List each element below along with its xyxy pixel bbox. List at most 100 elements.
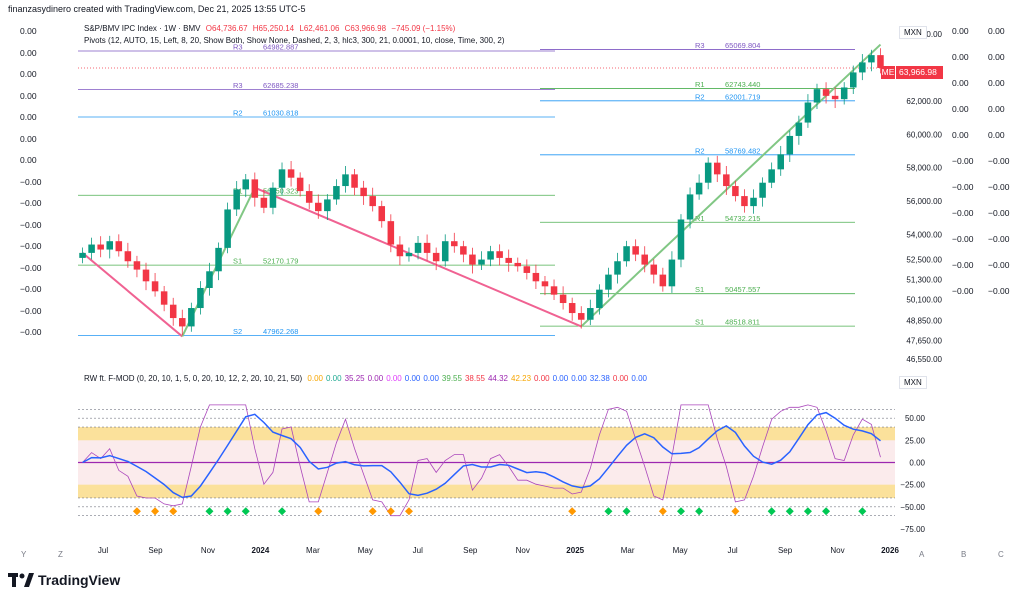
corner-label-a[interactable]: A [919,550,925,559]
currency-label-top[interactable]: MXN [899,26,927,39]
candle-body [396,244,404,257]
pivot-value: 54732.215 [725,214,760,223]
corner-label-z[interactable]: Z [58,550,63,559]
candle-body [333,186,340,200]
osc-signal-diamond [278,507,287,516]
pivot-label: S1 [695,285,704,294]
osc-signal-diamond [241,507,250,516]
osc-axis-tick-label: −75.00 [900,525,925,534]
candle-body [269,187,277,208]
price-chart[interactable]: R3 65069.804 R3 64982.887 R1 62743.440 R3 62685… [0,14,1024,562]
pivot-value: 62001.719 [725,92,760,101]
time-axis-tick-label: Sep [778,546,793,555]
candle-body [215,247,222,272]
candle-body [877,55,884,68]
osc-signal-diamond [822,507,831,516]
osc-signal-diamond [858,507,867,516]
pivots-indicator-label[interactable]: Pivots (12, AUTO, 15, Left, 8, 20, Show … [84,36,505,45]
oscillator-value: 39.55 [441,374,462,383]
tradingview-icon [8,573,34,587]
right-value-column-b: 0.00 0.00 0.00 0.00 0.00 −0.00 −0.00 −0.00 −0.00… [988,26,1010,312]
candle-body [677,219,685,260]
value-column-entry: 0.00 [20,90,37,101]
candle-body [840,87,848,100]
candle-body [278,169,286,188]
osc-signal-diamond [151,507,160,516]
osc-signal-diamond [676,507,685,516]
time-axis-tick-label: May [358,546,373,555]
currency-label-bottom[interactable]: MXN [899,376,927,389]
price-axis-tick-label: 46,550.00 [906,355,942,364]
oscillator-value: 0.00 [631,374,647,383]
candle-body [142,269,150,282]
candle-body [197,287,204,309]
osc-signal-diamond [169,507,178,516]
osc-axis-tick-label: 50.00 [905,414,926,423]
oscillator-value: 0.00 [367,374,384,383]
value-column-entry: 0.00 [952,52,969,62]
candle-body [559,294,567,304]
pivot-value: 62685.238 [263,81,298,90]
osc-signal-diamond [604,507,613,516]
symbol-name[interactable]: S&P/BMV IPC Index · 1W · BMV [84,24,201,33]
oscillator-value: 0.00 [534,374,550,383]
candle-body [260,197,268,208]
oscillator-value: 0.00 [571,374,587,383]
candle-body [351,174,358,188]
candle-body [151,281,159,292]
candle-body [505,257,512,263]
chart-attribution: finanzasydinero created with TradingView… [8,4,306,14]
candle-body [641,254,648,265]
candle-body [251,179,259,198]
value-column-entry: 0.00 [952,130,969,140]
candle-body [713,162,721,175]
oscillator-value: 0.00 [552,374,569,383]
time-axis-tick-label: Sep [463,546,478,555]
osc-signal-diamond [695,507,704,516]
value-column-entry: 0.00 [988,26,1005,36]
tradingview-logo[interactable]: TradingView [8,572,120,588]
candle-body [605,274,612,290]
value-column-entry: −0.00 [20,305,42,316]
corner-label-c[interactable]: C [998,550,1004,559]
open-value: O64,736.67 [205,24,248,33]
value-column-entry: −0.00 [952,156,974,166]
candle-body [469,254,476,265]
value-column-entry: 0.00 [952,26,969,36]
pivot-value: 48518.811 [725,318,760,327]
candle-body [859,62,866,73]
pivot-label: R3 [233,81,243,90]
corner-label-y[interactable]: Y [21,550,27,559]
value-column-entry: 0.00 [952,78,969,88]
value-column-entry: −0.00 [988,286,1010,296]
pivot-label: R3 [695,41,705,50]
candle-body [822,89,830,96]
candle-body [460,246,467,255]
candle-body [849,72,857,88]
pivot-label: S1 [695,318,704,327]
corner-label-b[interactable]: B [961,550,967,559]
price-axis-tick-label: 52,500.00 [906,256,942,265]
value-column-entry: −0.00 [988,208,1010,218]
candle-body [369,196,376,207]
candle-body [88,244,95,253]
candle-body [106,241,114,250]
pivot-value: 64982.887 [263,42,298,51]
pivot-value: 50457.557 [725,285,760,294]
zigzag-line [81,252,183,338]
osc-lower-band [78,484,895,498]
osc-signal-diamond [568,507,577,516]
pivot-value: 56350.323 [263,187,298,196]
oscillator-value: 44.32 [487,374,509,383]
oscillator-name[interactable]: RW ft. F-MOD (0, 20, 10, 1, 5, 0, 20, 10… [84,374,303,383]
osc-signal-diamond [404,507,413,516]
value-column-entry: −0.00 [20,176,42,187]
pivot-value: 52170.179 [263,257,298,266]
time-axis-tick-label: 2026 [881,546,899,555]
chart-frame: R3 65069.804 R3 64982.887 R1 62743.440 R3 62685… [0,14,1024,562]
candle-body [179,318,186,327]
candle-body [206,271,213,288]
pivot-label: R2 [695,92,705,101]
candle-body [160,291,168,305]
value-column-entry: 0.00 [988,130,1005,140]
